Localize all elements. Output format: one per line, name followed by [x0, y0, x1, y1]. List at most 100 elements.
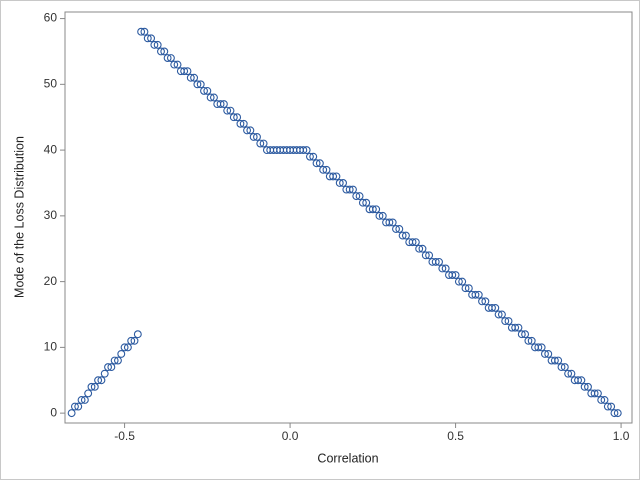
data-point: [256, 139, 265, 148]
data-point: [537, 343, 546, 352]
data-point: [315, 159, 324, 168]
data-point: [349, 185, 357, 194]
data-point: [557, 363, 566, 372]
data-point: [385, 218, 394, 227]
data-point: [249, 132, 258, 141]
y-tick-label: 30: [44, 208, 58, 222]
data-point: [329, 172, 338, 181]
data-point: [574, 376, 582, 385]
data-point: [600, 396, 609, 404]
data-point: [309, 152, 318, 161]
data-point: [435, 257, 443, 266]
data-point: [358, 198, 367, 207]
data-point: [352, 192, 361, 201]
y-tick-label: 40: [44, 142, 58, 156]
data-point: [378, 211, 387, 220]
data-point: [186, 73, 195, 82]
data-point: [521, 330, 530, 339]
data-point: [166, 54, 175, 62]
data-point: [554, 356, 563, 365]
data-point: [84, 389, 93, 398]
data-point: [74, 402, 83, 411]
data-point: [302, 146, 311, 155]
data-point: [312, 159, 321, 168]
data-point: [478, 297, 487, 306]
data-point: [157, 47, 165, 56]
data-point: [305, 152, 314, 161]
plot-frame: [64, 11, 633, 424]
data-point: [97, 376, 106, 385]
data-point: [395, 225, 404, 233]
data-point: [219, 100, 228, 109]
data-point: [501, 317, 510, 326]
data-point: [110, 356, 119, 365]
data-point: [190, 73, 199, 82]
data-point: [87, 382, 96, 391]
data-point: [104, 363, 112, 372]
data-point: [319, 165, 328, 174]
data-point: [527, 336, 536, 345]
data-point: [153, 40, 162, 49]
data-point: [580, 382, 589, 391]
data-point: [607, 402, 616, 411]
data-point: [494, 310, 503, 319]
data-point: [127, 336, 136, 345]
data-point: [421, 251, 430, 260]
data-point: [345, 185, 354, 194]
data-point: [236, 119, 245, 128]
data-point: [448, 271, 457, 279]
data-point: [339, 179, 347, 187]
data-point: [488, 303, 496, 312]
data-point: [200, 86, 208, 95]
x-tick-label: 0.0: [282, 429, 299, 443]
data-point: [514, 323, 523, 332]
data-point: [471, 290, 480, 299]
data-point: [497, 310, 506, 319]
data-point: [362, 198, 371, 207]
data-point: [584, 382, 592, 391]
data-point: [150, 40, 159, 49]
data-point: [411, 238, 420, 247]
data-point: [392, 225, 400, 233]
y-tick-label: 0: [50, 405, 57, 419]
data-point: [567, 369, 576, 378]
data-point: [209, 93, 218, 102]
data-point: [137, 27, 146, 36]
data-point: [425, 251, 434, 260]
data-point: [504, 317, 513, 326]
data-point: [577, 376, 586, 385]
y-tick-label: 60: [44, 11, 58, 25]
data-point: [77, 396, 86, 404]
data-point: [458, 277, 467, 286]
data-point: [223, 106, 232, 115]
data-point: [454, 277, 463, 286]
data-point: [511, 323, 520, 332]
data-point: [239, 119, 248, 128]
data-point: [170, 60, 179, 69]
data-point: [206, 93, 215, 102]
data-point: [173, 60, 182, 69]
data-point: [94, 376, 103, 385]
data-point: [375, 211, 384, 220]
data-point: [160, 47, 169, 56]
data-point: [474, 290, 483, 299]
data-point: [70, 402, 79, 411]
data-point: [355, 192, 364, 201]
data-point: [613, 409, 622, 418]
data-point: [438, 264, 447, 273]
data-point: [130, 336, 139, 345]
data-point: [193, 80, 202, 89]
data-point: [418, 244, 427, 253]
data-point: [246, 126, 255, 135]
data-point: [564, 369, 573, 378]
data-point: [107, 363, 116, 372]
data-point: [408, 238, 417, 247]
data-point: [560, 363, 569, 372]
data-point: [597, 396, 606, 404]
data-point: [233, 113, 242, 122]
data-point: [133, 330, 142, 339]
data-point: [114, 356, 122, 365]
data-point: [540, 350, 549, 358]
data-point: [610, 409, 619, 418]
